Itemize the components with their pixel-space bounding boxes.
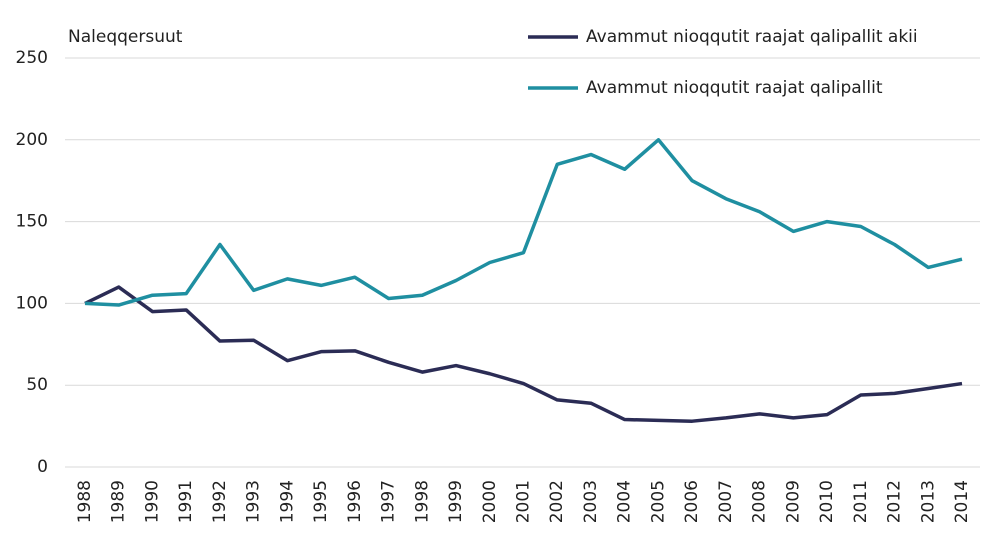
y-tick-label: 0 — [37, 457, 48, 477]
x-tick-label: 1992 — [210, 480, 230, 523]
x-tick-label: 1988 — [75, 480, 95, 523]
y-tick-label: 150 — [16, 212, 48, 232]
y-tick-label: 250 — [16, 48, 48, 68]
x-tick-label: 2012 — [885, 480, 905, 523]
x-tick-label: 1991 — [176, 480, 196, 523]
x-tick-label: 2006 — [682, 480, 702, 523]
x-tick-label: 1998 — [412, 480, 432, 523]
x-tick-label: 1996 — [345, 480, 365, 523]
x-tick-label: 2011 — [851, 480, 871, 523]
x-tick-label: 2014 — [952, 480, 972, 523]
y-axis-label: Naleqqersuut — [68, 27, 183, 47]
x-tick-label: 2008 — [750, 480, 770, 523]
x-tick-label: 2010 — [817, 480, 837, 523]
x-tick-label: 2001 — [514, 480, 534, 523]
x-tick-label: 2004 — [615, 480, 635, 523]
legend-label: Avammut nioqqutit raajat qalipallit akii — [586, 27, 918, 47]
y-tick-label: 100 — [16, 293, 48, 313]
x-tick-label: 2002 — [547, 480, 567, 523]
x-tick-label: 1999 — [446, 480, 466, 523]
data-line — [84, 285, 963, 423]
x-tick-label: 2009 — [783, 480, 803, 523]
x-tick-label: 2003 — [581, 480, 601, 523]
y-tick-label: 50 — [26, 375, 48, 395]
x-tick-label: 1990 — [142, 480, 162, 523]
x-tick-label: 1989 — [109, 480, 129, 523]
x-tick-label: 2007 — [716, 480, 736, 523]
x-tick-label: 1994 — [277, 480, 297, 523]
x-tick-label: 2005 — [648, 480, 668, 523]
x-tick-label: 2000 — [480, 480, 500, 523]
y-tick-label: 200 — [16, 130, 48, 150]
x-tick-label: 2013 — [918, 480, 938, 523]
legend-label: Avammut nioqqutit raajat qalipallit — [586, 78, 883, 98]
x-tick-label: 1997 — [379, 480, 399, 523]
x-tick-label: 1995 — [311, 480, 331, 523]
data-line — [84, 138, 963, 307]
x-tick-label: 1993 — [244, 480, 264, 523]
